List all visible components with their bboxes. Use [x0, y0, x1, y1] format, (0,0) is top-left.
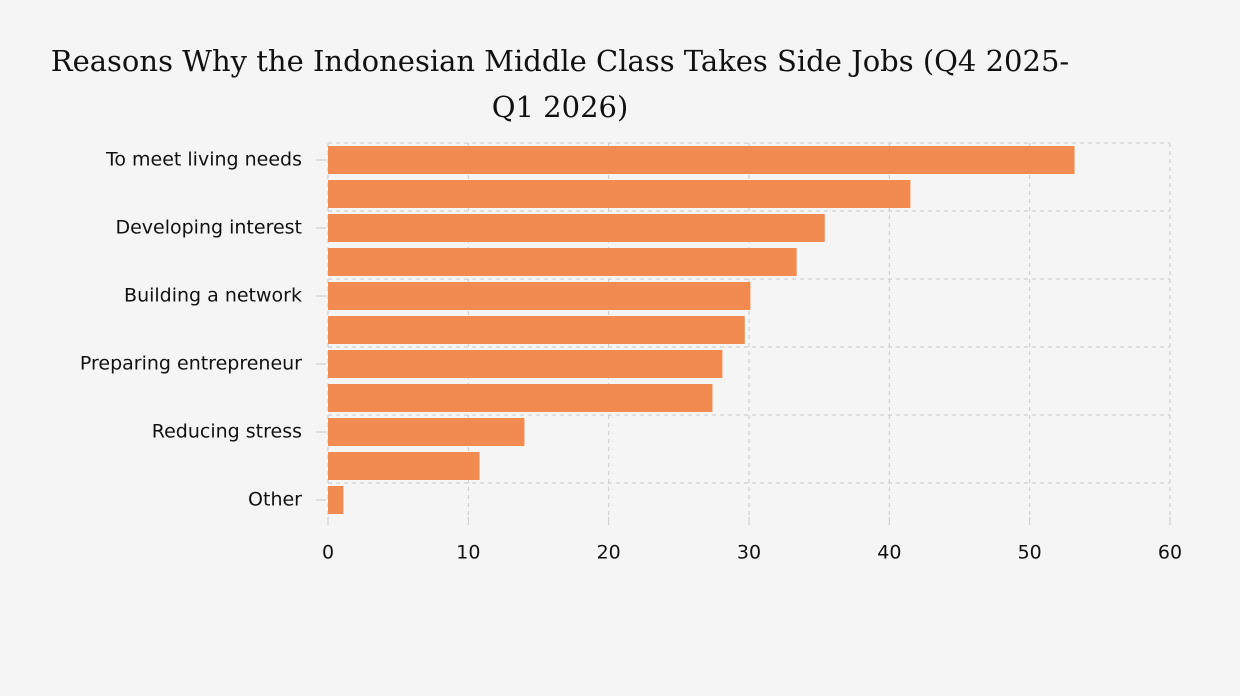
- bar: [328, 146, 1075, 174]
- x-tick-label: 60: [1158, 542, 1182, 564]
- bar: [328, 248, 797, 276]
- y-tick-label: Reducing stress: [152, 421, 302, 443]
- y-tick-label: Building a network: [124, 285, 302, 307]
- bar: [328, 214, 825, 242]
- y-tick-label: To meet living needs: [105, 149, 302, 171]
- x-tick-label: 20: [597, 542, 621, 564]
- y-tick-label: Developing interest: [115, 217, 302, 239]
- chart-title: Reasons Why the Indonesian Middle Class …: [50, 44, 1070, 124]
- x-tick-label: 30: [737, 542, 761, 564]
- x-tick-label: 40: [877, 542, 901, 564]
- x-tick-label: 50: [1018, 542, 1042, 564]
- bar: [328, 282, 751, 310]
- bar: [328, 316, 745, 344]
- y-tick-label: Other: [248, 489, 302, 511]
- bar: [328, 384, 713, 412]
- bar: [328, 418, 525, 446]
- x-tick-label: 0: [322, 542, 334, 564]
- bar: [328, 452, 480, 480]
- bar: [328, 350, 723, 378]
- bar: [328, 486, 344, 514]
- y-tick-label: Preparing entrepreneur: [80, 353, 302, 375]
- bar: [328, 180, 911, 208]
- x-tick-label: 10: [456, 542, 480, 564]
